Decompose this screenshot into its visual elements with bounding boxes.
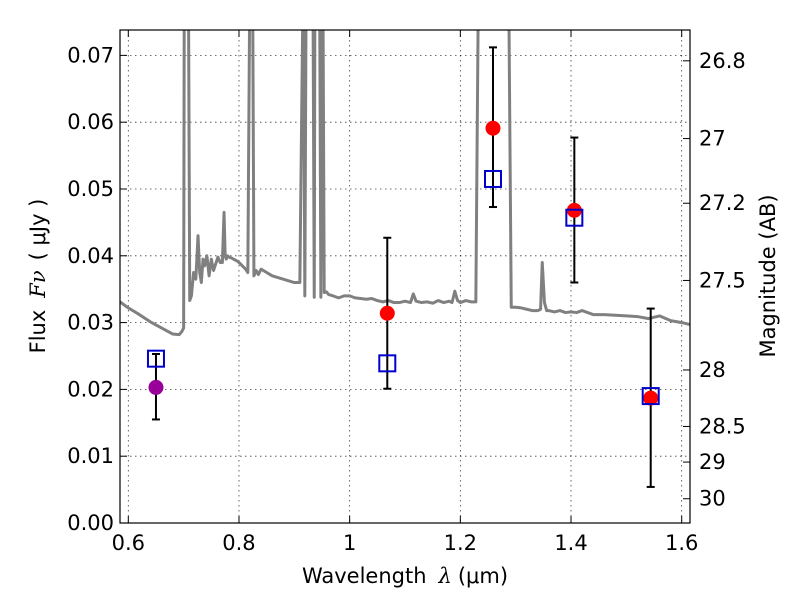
- y-tick-label: 0.07: [67, 43, 114, 67]
- observed-point: [379, 305, 395, 321]
- x-tick-label: 1.2: [444, 531, 477, 555]
- x-tick-label: 0.8: [222, 531, 255, 555]
- observed-point: [643, 390, 659, 406]
- observed-points: [148, 120, 659, 406]
- y-tick-label: 0.06: [67, 110, 114, 134]
- y2-tick-label: 28.5: [699, 414, 746, 438]
- model-point: [146, 349, 165, 368]
- model-point: [641, 387, 660, 406]
- x-tick-label: 1: [343, 531, 356, 555]
- y-tick-label: 0.00: [67, 511, 114, 535]
- observed-point: [148, 379, 164, 395]
- observed-point: [485, 120, 501, 136]
- model-points: [146, 169, 660, 406]
- model-point: [378, 354, 397, 373]
- spectrum-line: [120, 30, 690, 337]
- y2-tick-label: 30: [699, 487, 726, 511]
- y2-tick-label: 29: [699, 450, 726, 474]
- y-tick-label: 0.02: [67, 377, 114, 401]
- y-tick-label: 0.05: [67, 177, 114, 201]
- y2-tick-label: 27.2: [699, 191, 746, 215]
- model-point: [565, 208, 584, 227]
- axis-ticks: [120, 30, 690, 524]
- error-bars: [151, 46, 655, 488]
- plot-area: [120, 30, 690, 488]
- y-axis-title: FluxFν( μJy ): [26, 199, 50, 354]
- model-point: [483, 169, 502, 188]
- x-tick-label: 0.6: [112, 531, 145, 555]
- y-tick-label: 0.03: [67, 311, 114, 335]
- x-tick-label: 1.6: [665, 531, 698, 555]
- y2-tick-label: 27.5: [699, 268, 746, 292]
- y2-axis-title: Magnitude (AB): [756, 194, 780, 357]
- y2-tick-label: 26.8: [699, 49, 746, 73]
- x-tick-label: 1.4: [554, 531, 587, 555]
- plot-frame: [119, 29, 691, 524]
- y2-tick-label: 28: [699, 358, 726, 382]
- y2-tick-label: 27: [699, 127, 726, 151]
- y-tick-label: 0.01: [67, 444, 114, 468]
- y-tick-label: 0.04: [67, 244, 114, 268]
- tick-labels: 0.6 0.8 1 1.2 1.4 1.6 0.00 0.01 0.02 0.03 0.04 0.05…: [67, 43, 746, 555]
- grid: [120, 30, 690, 523]
- x-axis-title: Wavelength λ (μm): [302, 564, 508, 588]
